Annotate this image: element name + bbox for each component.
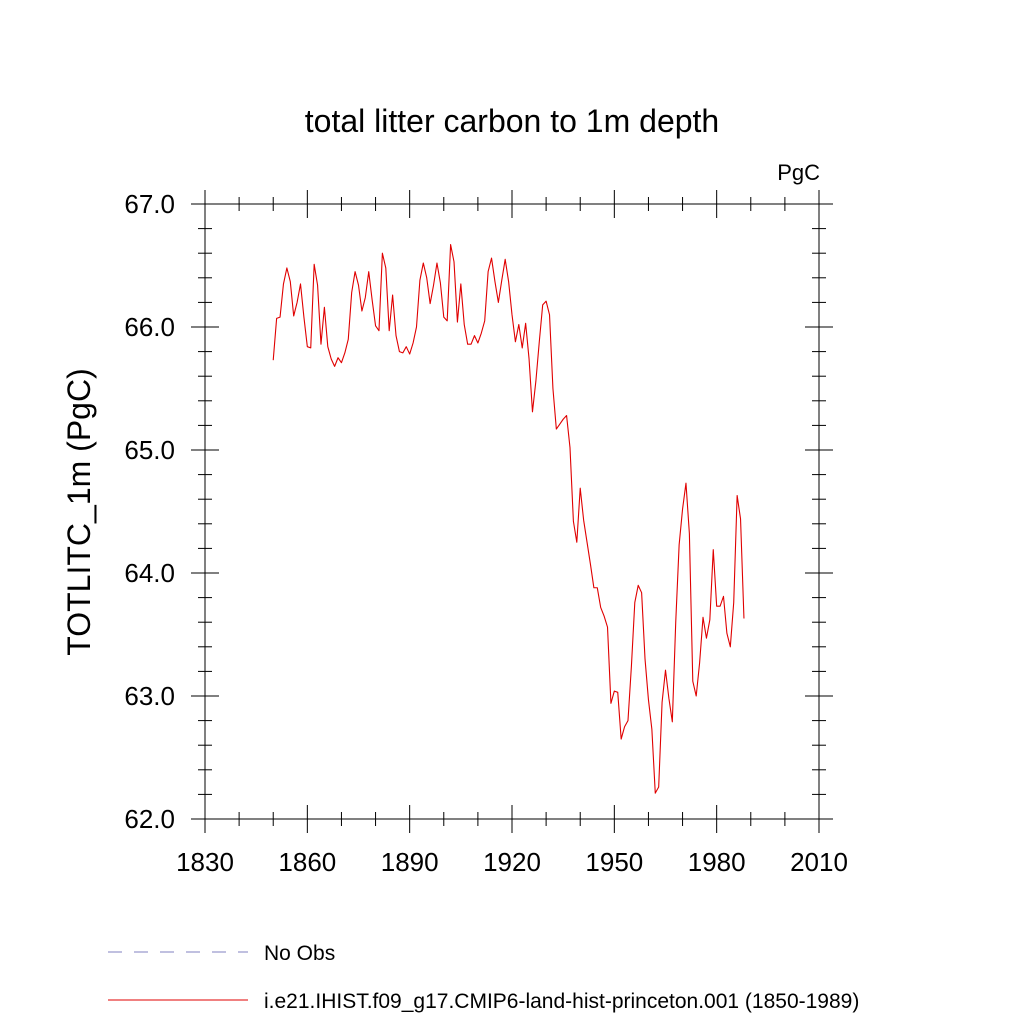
- units-label: PgC: [777, 160, 820, 185]
- x-tick-label: 1860: [278, 847, 336, 877]
- x-tick-label: 2010: [790, 847, 848, 877]
- series-line: [272, 244, 745, 794]
- axis-ticks: [191, 190, 833, 833]
- chart-title: total litter carbon to 1m depth: [305, 103, 719, 139]
- x-tick-label: 1890: [381, 847, 439, 877]
- legend: No Obs i.e21.IHIST.f09_g17.CMIP6-land-his…: [108, 942, 859, 1013]
- legend-label: No Obs: [264, 942, 335, 965]
- y-tick-label: 62.0: [124, 804, 175, 834]
- plot-frame: [204, 203, 820, 820]
- x-tick-label: 1980: [688, 847, 746, 877]
- plot-border: [204, 203, 820, 820]
- axis-tick-labels: 1830 1860 1890 1920 1950 1980 2010 62.0 63.0 64.0…: [124, 189, 848, 877]
- y-tick-label: 66.0: [124, 312, 175, 342]
- x-tick-label: 1950: [585, 847, 643, 877]
- series-layer: [272, 244, 745, 794]
- x-tick-label: 1830: [176, 847, 234, 877]
- y-tick-label: 65.0: [124, 435, 175, 465]
- y-tick-label: 63.0: [124, 681, 175, 711]
- y-tick-label: 64.0: [124, 558, 175, 588]
- y-tick-label: 67.0: [124, 189, 175, 219]
- x-tick-label: 1920: [483, 847, 541, 877]
- legend-label: i.e21.IHIST.f09_g17.CMIP6-land-hist-prin…: [264, 990, 859, 1013]
- y-axis-label: TOTLITC_1m (PgC): [61, 368, 97, 655]
